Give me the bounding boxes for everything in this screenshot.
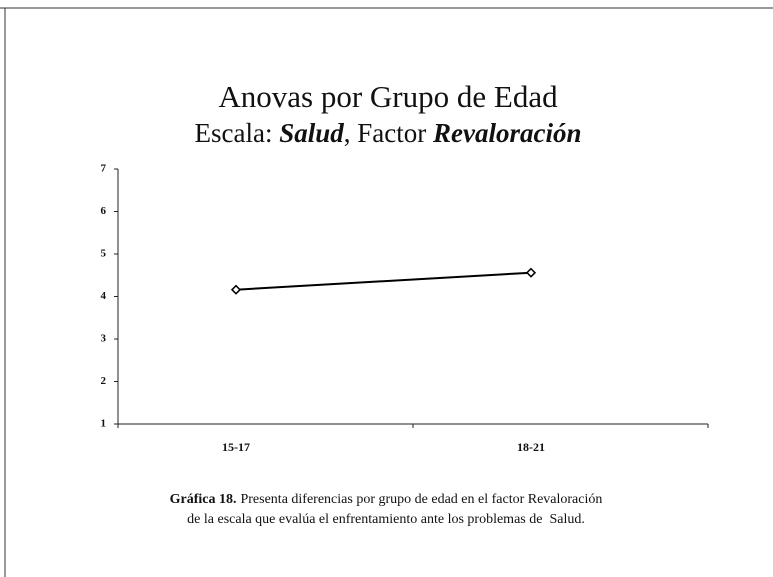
caption-line: Presenta diferencias por grupo de edad e…	[240, 492, 602, 507]
point-marker	[525, 267, 537, 278]
y-tick-label: 4	[101, 290, 107, 302]
caption: Gráfica 18. Presenta diferencias por grup…	[170, 492, 603, 507]
x-tick-label: 15-17	[222, 440, 250, 454]
y-tick-label: 7	[101, 163, 107, 175]
chart-subtitle: Escala: Salud, Factor Revaloración	[195, 118, 582, 148]
point-marker	[230, 284, 242, 295]
y-tick-label: 3	[101, 333, 107, 345]
x-tick-label: 18-21	[517, 440, 545, 454]
series-line	[235, 271, 532, 291]
y-tick-label: 2	[101, 375, 107, 387]
subtitle-part: Revaloración	[432, 118, 582, 148]
subtitle-part: Escala:	[195, 118, 280, 148]
y-tick-label: 1	[101, 418, 107, 430]
subtitle-part: , Factor	[344, 118, 433, 148]
chart-title: Anovas por Grupo de Edad	[218, 79, 558, 114]
caption-label: Gráfica 18.	[170, 492, 237, 507]
y-tick-label: 5	[101, 248, 107, 260]
caption-line: de la escala que evalúa el enfrentamient…	[187, 512, 585, 527]
y-tick-label: 6	[101, 205, 107, 217]
subtitle-part: Salud	[279, 118, 344, 148]
